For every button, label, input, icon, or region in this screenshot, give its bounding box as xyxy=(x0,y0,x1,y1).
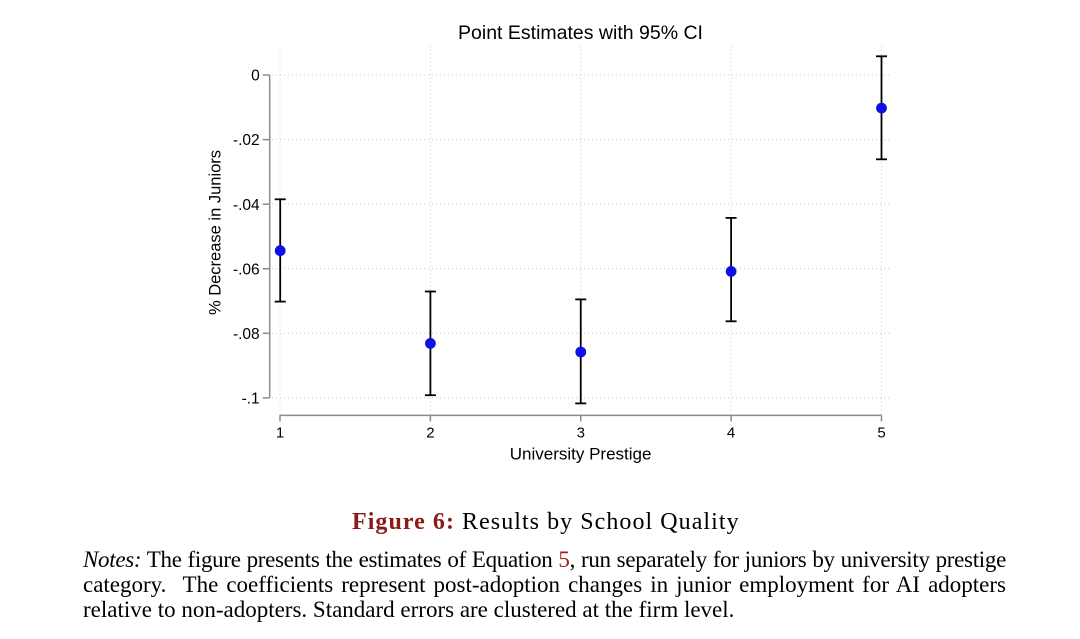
svg-text:3: 3 xyxy=(577,425,585,442)
svg-text:-.06: -.06 xyxy=(233,261,260,278)
svg-text:0: 0 xyxy=(251,68,260,85)
svg-text:2: 2 xyxy=(426,425,434,442)
svg-text:4: 4 xyxy=(727,425,735,442)
svg-text:1: 1 xyxy=(276,425,284,442)
svg-text:-.04: -.04 xyxy=(233,197,260,214)
svg-text:University Prestige: University Prestige xyxy=(510,445,652,464)
svg-text:-.02: -.02 xyxy=(233,132,260,149)
svg-text:5: 5 xyxy=(877,425,885,442)
svg-text:Point Estimates with 95% CI: Point Estimates with 95% CI xyxy=(458,22,703,44)
svg-text:-.08: -.08 xyxy=(233,326,260,343)
svg-text:-.1: -.1 xyxy=(242,391,260,408)
svg-text:% Decrease in Juniors: % Decrease in Juniors xyxy=(207,150,225,315)
